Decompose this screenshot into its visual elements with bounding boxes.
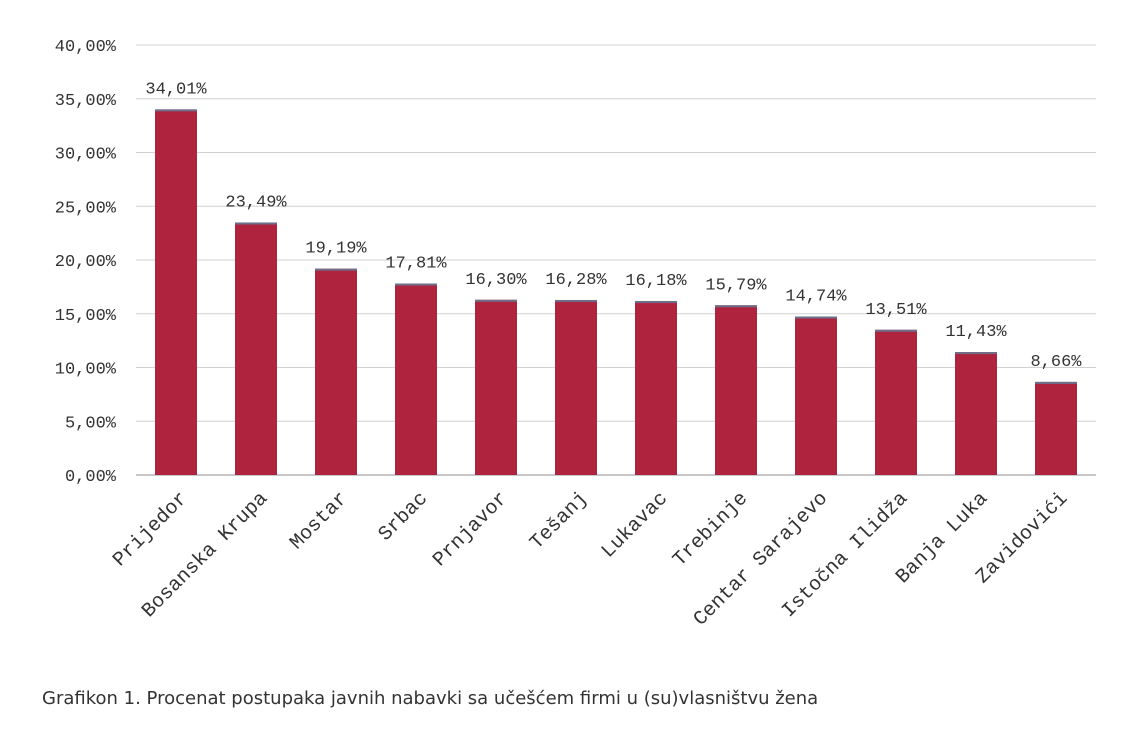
data-labels: 34,01% 23,49% 19,19% 17,81% 16,30% 16,28% 16,1…	[145, 80, 1082, 372]
bar-top-edge	[315, 268, 357, 271]
y-tick-label: 5,00%	[65, 414, 117, 433]
bar-top-edge	[235, 222, 277, 225]
gridlines	[136, 44, 1096, 476]
category-label: Prnjavor	[429, 488, 513, 572]
data-label: 13,51%	[865, 301, 927, 320]
category-label: Prijedor	[109, 488, 193, 572]
bar	[955, 352, 997, 475]
bar	[555, 299, 597, 475]
category-label: Srbac	[374, 488, 433, 547]
bar-top-edge	[715, 305, 757, 308]
bar-top-edge	[635, 301, 677, 304]
category-label: Trebinje	[669, 488, 753, 572]
data-label: 11,43%	[945, 323, 1007, 342]
bar-top-edge	[555, 299, 597, 302]
category-label: Lukavac	[597, 488, 673, 564]
y-tick-label: 25,00%	[55, 199, 117, 218]
y-tick-label: 10,00%	[55, 361, 117, 380]
y-tick-label: 20,00%	[55, 253, 117, 272]
chart-caption: Grafikon 1. Procenat postupaka javnih na…	[42, 688, 819, 709]
category-label: Tešanj	[526, 488, 593, 555]
data-label: 16,28%	[545, 271, 607, 290]
bar	[475, 299, 517, 475]
bar	[795, 316, 837, 475]
data-label: 8,66%	[1030, 353, 1082, 372]
bar	[235, 222, 277, 475]
bar	[875, 329, 917, 475]
bar-chart: 0,00% 5,00% 10,00% 15,00% 20,00% 25,00% 30,00%…	[55, 38, 1096, 632]
category-label: Centar Sarajevo	[689, 488, 833, 632]
data-label: 14,74%	[785, 288, 847, 307]
y-axis-ticks: 0,00% 5,00% 10,00% 15,00% 20,00% 25,00% 30,00%…	[55, 38, 117, 487]
bar	[395, 283, 437, 475]
bar-top-edge	[795, 316, 837, 319]
bar	[635, 301, 677, 475]
y-tick-label: 40,00%	[55, 38, 117, 57]
data-label: 16,30%	[465, 271, 527, 290]
bar-top-edge	[1035, 381, 1077, 384]
bar-top-edge	[955, 352, 997, 355]
category-label: Mostar	[286, 488, 353, 555]
y-tick-label: 35,00%	[55, 92, 117, 111]
bar	[1035, 381, 1077, 475]
bar	[715, 305, 757, 475]
bar-top-edge	[475, 299, 517, 302]
y-tick-label: 30,00%	[55, 146, 117, 165]
data-label: 17,81%	[385, 255, 447, 274]
bar-top-edge	[155, 109, 197, 112]
y-tick-label: 15,00%	[55, 307, 117, 326]
bars	[155, 109, 1077, 475]
data-label: 15,79%	[705, 276, 767, 295]
bar	[155, 109, 197, 475]
data-label: 16,18%	[625, 272, 687, 291]
y-tick-label: 0,00%	[65, 468, 117, 487]
bar-top-edge	[875, 329, 917, 332]
bar-top-edge	[395, 283, 437, 286]
bar	[315, 268, 357, 475]
data-label: 19,19%	[305, 240, 367, 259]
data-label: 23,49%	[225, 193, 287, 212]
data-label: 34,01%	[145, 80, 207, 99]
